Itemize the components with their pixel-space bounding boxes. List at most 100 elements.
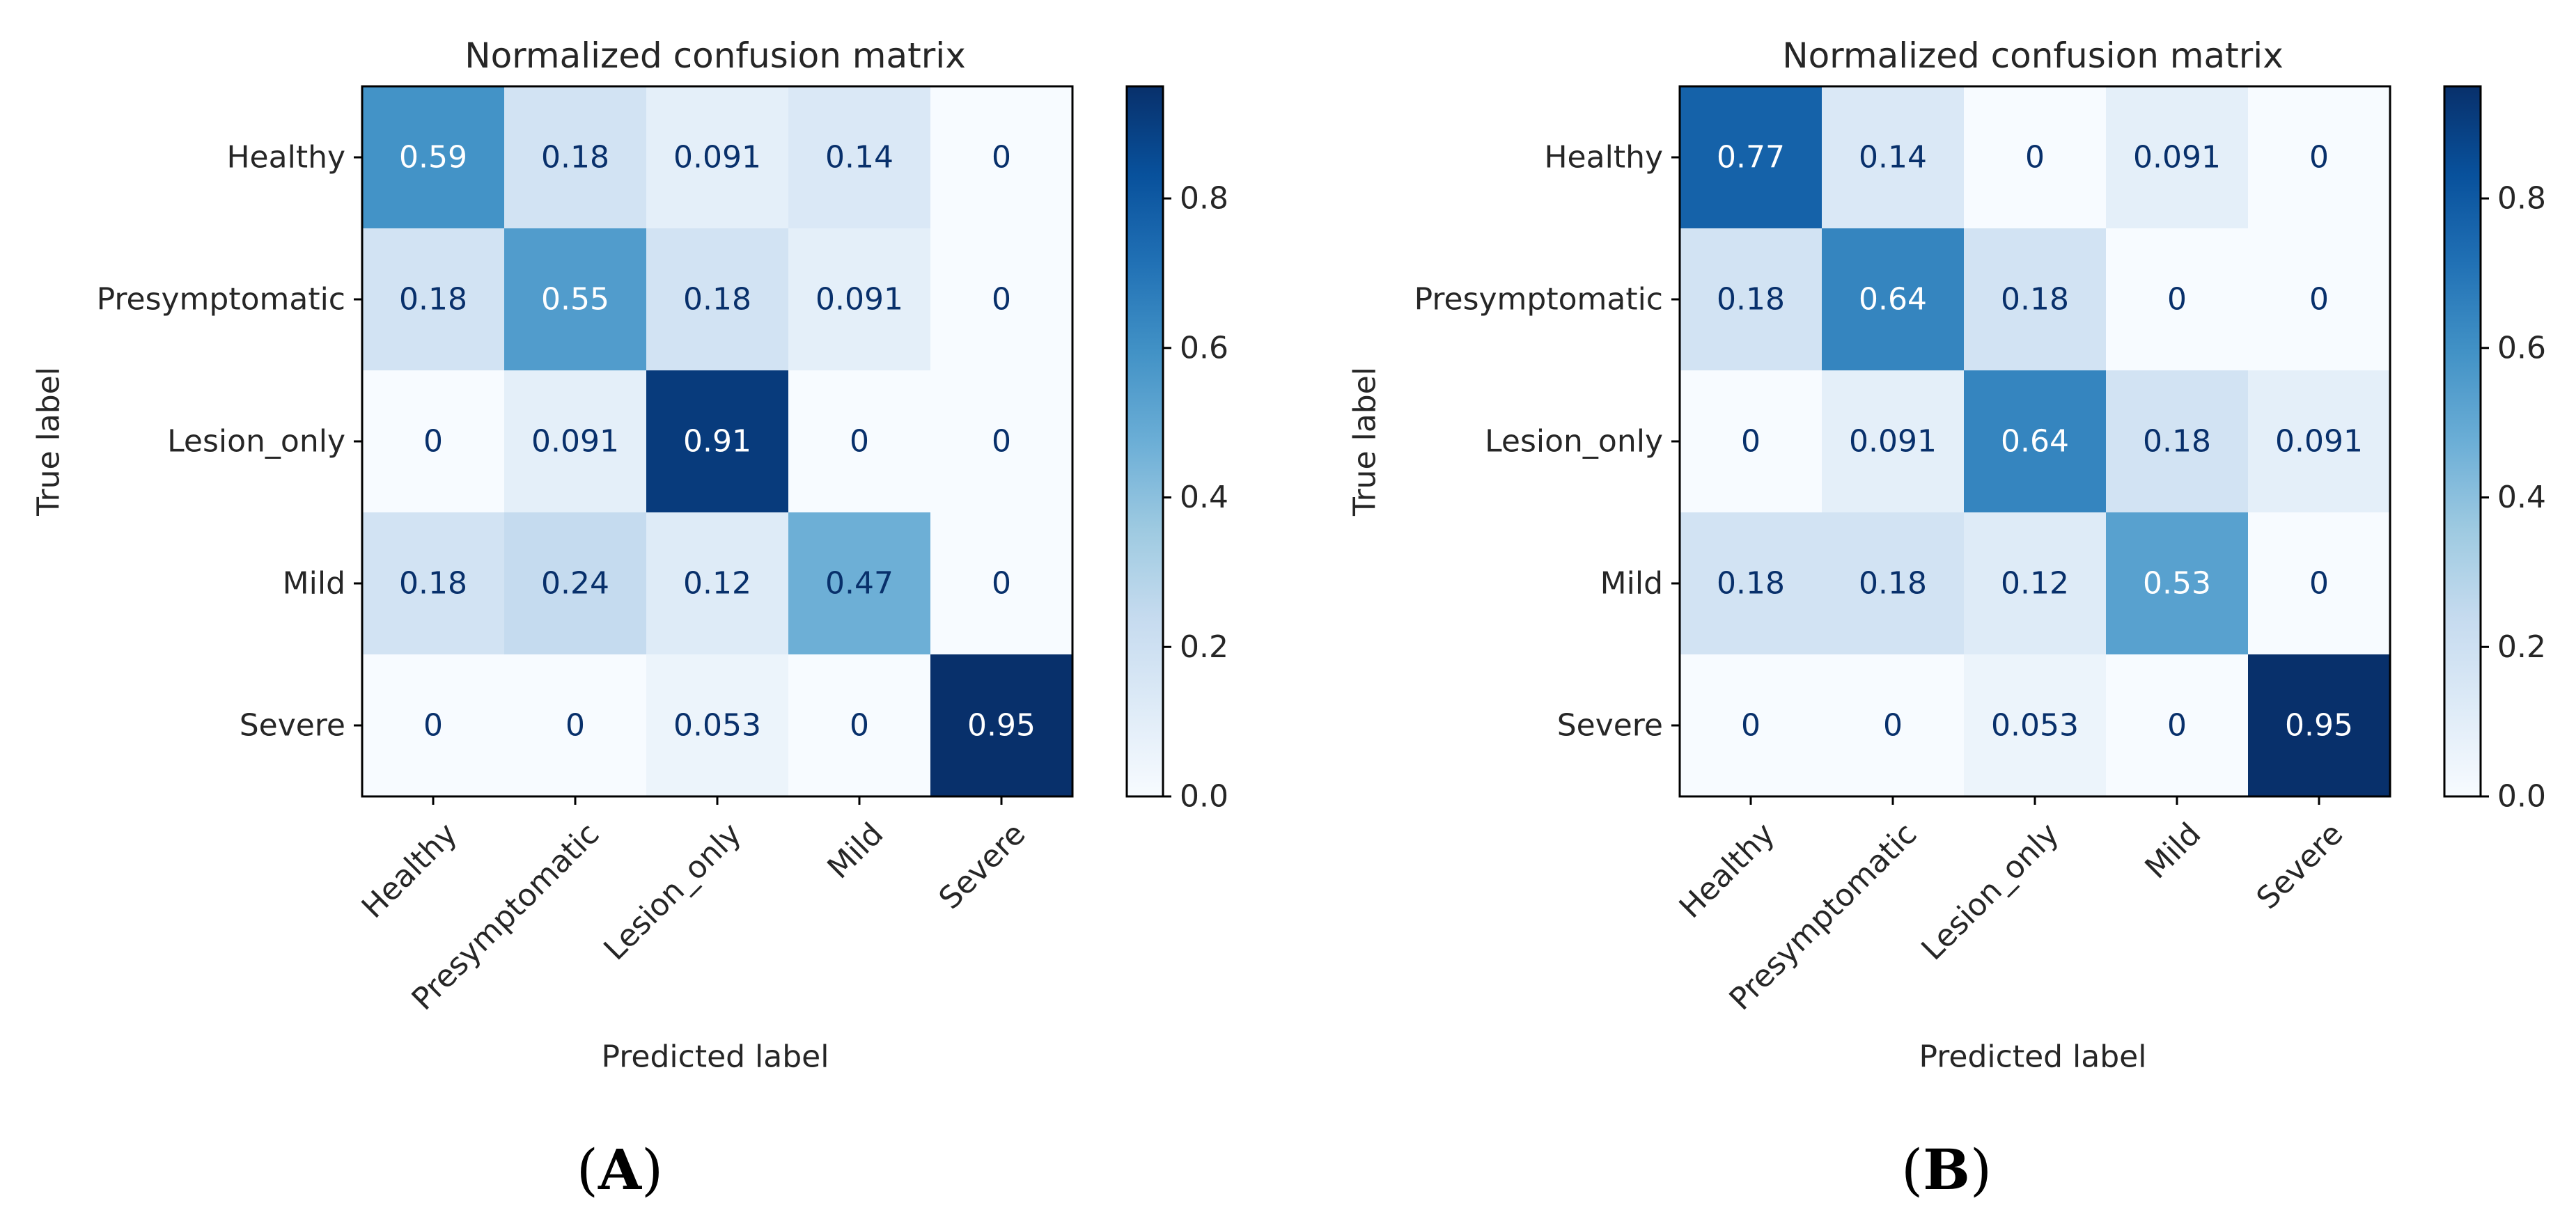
colorbar-tick-label: 0.2 bbox=[2497, 629, 2546, 665]
heatmap-cell bbox=[1964, 512, 2106, 654]
heatmap-cell bbox=[788, 512, 930, 654]
heatmap-cell bbox=[504, 512, 646, 654]
cell-value-label: 0.091 bbox=[673, 140, 761, 175]
cell-value-label: 0.18 bbox=[1717, 566, 1785, 601]
heatmap-cell bbox=[2106, 86, 2248, 228]
heatmap-cell bbox=[2248, 654, 2390, 796]
colorbar bbox=[1125, 85, 1164, 798]
heatmap-cell bbox=[504, 228, 646, 370]
heatmap-cell bbox=[504, 370, 646, 512]
cell-value-label: 0.091 bbox=[1849, 424, 1937, 459]
heatmap-cell bbox=[930, 512, 1072, 654]
y-axis-label: True label bbox=[1348, 367, 1383, 517]
colorbar-tick-label: 0.0 bbox=[1180, 779, 1228, 815]
caption-letter-a: A bbox=[598, 1137, 642, 1202]
heatmap-cell bbox=[362, 228, 504, 370]
heatmap-cell bbox=[1822, 86, 1964, 228]
cell-value-label: 0 bbox=[2309, 282, 2329, 317]
heatmap-cell bbox=[362, 86, 504, 228]
y-tick-label: Mild bbox=[1600, 566, 1663, 601]
cell-value-label: 0.053 bbox=[673, 708, 761, 744]
cell-value-label: 0 bbox=[1883, 708, 1903, 744]
heatmap-cell bbox=[1964, 86, 2106, 228]
cell-value-label: 0 bbox=[2309, 140, 2329, 175]
heatmap-cell bbox=[788, 654, 930, 796]
cell-value-label: 0 bbox=[850, 708, 869, 744]
cell-value-label: 0.12 bbox=[683, 566, 751, 601]
cell-value-label: 0.47 bbox=[825, 566, 893, 601]
cell-value-label: 0.18 bbox=[2143, 424, 2211, 459]
cell-value-label: 0.14 bbox=[825, 140, 893, 175]
heatmap-cell bbox=[1964, 654, 2106, 796]
heatmap-cell bbox=[362, 370, 504, 512]
cell-value-label: 0.95 bbox=[967, 708, 1036, 744]
caption-close-paren: ) bbox=[641, 1138, 664, 1202]
caption-close-paren: ) bbox=[1969, 1138, 1992, 1202]
x-tick-label: Healthy bbox=[1673, 816, 1782, 925]
panel-a-chart: Normalized confusion matrix 0.59 0.18 0.091… bbox=[31, 36, 1228, 1075]
heatmap-cell bbox=[2106, 512, 2248, 654]
x-tick-label: Lesion_only bbox=[597, 816, 748, 967]
cell-value-label: 0.64 bbox=[1859, 282, 1927, 317]
cell-value-label: 0.53 bbox=[2143, 566, 2211, 601]
heatmap-cell bbox=[930, 370, 1072, 512]
cell-value-label: 0.18 bbox=[2001, 282, 2069, 317]
colorbar-tick-label: 0.4 bbox=[2497, 480, 2546, 515]
heatmap-cell bbox=[2106, 228, 2248, 370]
cell-value-label: 0.18 bbox=[399, 566, 467, 601]
colorbar-tick-label: 0.6 bbox=[2497, 330, 2546, 365]
heatmap-cell bbox=[646, 86, 788, 228]
cell-value-label: 0.18 bbox=[541, 140, 609, 175]
y-tick-label: Presymptomatic bbox=[1414, 282, 1663, 317]
colorbar-tick-label: 0.4 bbox=[1180, 480, 1228, 515]
cell-value-label: 0.18 bbox=[399, 282, 467, 317]
cell-value-label: 0 bbox=[423, 708, 443, 744]
cell-value-label: 0 bbox=[2025, 140, 2045, 175]
y-tick-label: Healthy bbox=[226, 140, 345, 175]
cell-value-label: 0 bbox=[1741, 708, 1761, 744]
heatmap-cell bbox=[2248, 512, 2390, 654]
cell-value-label: 0 bbox=[992, 424, 1011, 459]
heatmap-cell bbox=[1964, 228, 2106, 370]
colorbar-tick-label: 0.8 bbox=[1180, 181, 1228, 217]
x-tick-label: Healthy bbox=[355, 816, 465, 925]
cell-value-label: 0.091 bbox=[2133, 140, 2221, 175]
caption-open-paren: ( bbox=[1900, 1138, 1923, 1202]
heatmap-cell bbox=[1822, 228, 1964, 370]
panel-caption-a: (A) bbox=[550, 1142, 689, 1198]
heatmap-cell bbox=[362, 512, 504, 654]
x-tick-label: Lesion_only bbox=[1914, 816, 2066, 967]
cell-value-label: 0.091 bbox=[815, 282, 903, 317]
cell-value-label: 0 bbox=[992, 282, 1011, 317]
heatmap-cell bbox=[930, 86, 1072, 228]
heatmap-cell bbox=[1680, 654, 1822, 796]
x-axis-label: Predicted label bbox=[1919, 1039, 2147, 1075]
cell-value-label: 0.24 bbox=[541, 566, 609, 601]
cell-value-label: 0 bbox=[992, 566, 1011, 601]
chart-title: Normalized confusion matrix bbox=[465, 36, 966, 76]
heatmap-cell bbox=[2106, 654, 2248, 796]
heatmap-cell bbox=[2248, 228, 2390, 370]
heatmap-cell bbox=[1964, 370, 2106, 512]
cell-value-label: 0.59 bbox=[399, 140, 467, 175]
heatmap-cell bbox=[362, 654, 504, 796]
heatmap-cell bbox=[2248, 86, 2390, 228]
y-tick-label: Presymptomatic bbox=[97, 282, 345, 317]
y-tick-label: Severe bbox=[1557, 708, 1663, 744]
heatmap-cell bbox=[646, 654, 788, 796]
x-tick-label: Severe bbox=[2250, 816, 2350, 916]
x-tick-label: Mild bbox=[820, 816, 890, 886]
y-tick-label: Severe bbox=[240, 708, 345, 744]
panel-b-chart: Normalized confusion matrix 0.77 0.14 0 0.09… bbox=[1348, 36, 2546, 1075]
cell-value-label: 0.77 bbox=[1717, 140, 1785, 175]
heatmap-cell bbox=[788, 86, 930, 228]
cell-value-label: 0 bbox=[423, 424, 443, 459]
caption-letter-b: B bbox=[1923, 1137, 1970, 1202]
cell-value-label: 0.91 bbox=[683, 424, 751, 459]
cell-value-label: 0.12 bbox=[2001, 566, 2069, 601]
heatmap-cell bbox=[646, 512, 788, 654]
chart-title: Normalized confusion matrix bbox=[1782, 36, 2284, 76]
panel-caption-b: (B) bbox=[1877, 1142, 2016, 1198]
colorbar-tick-label: 0.8 bbox=[2497, 181, 2546, 217]
